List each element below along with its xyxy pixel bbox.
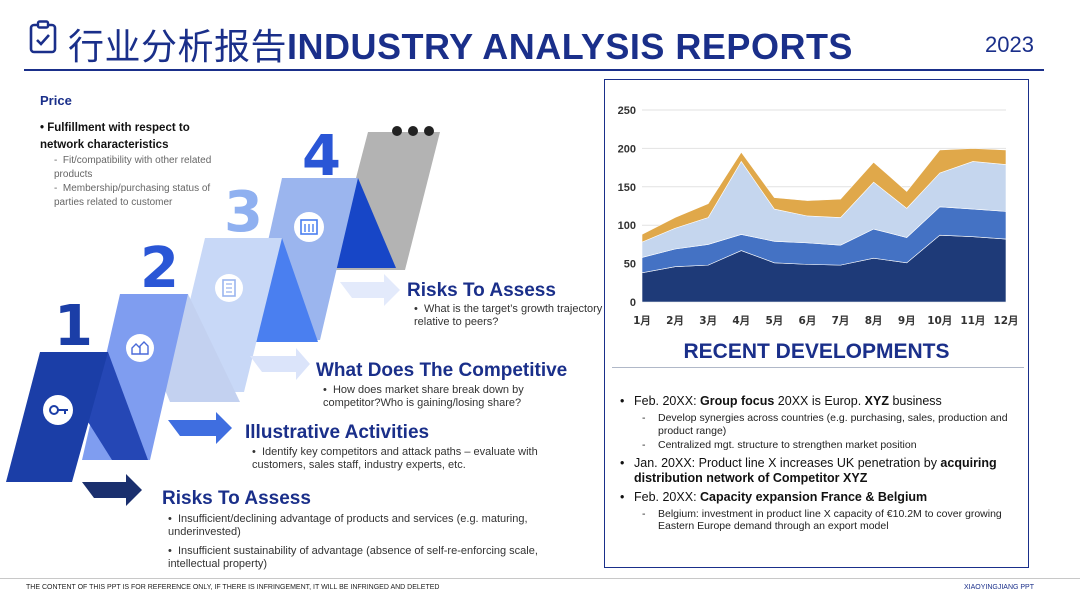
clipboard-icon (29, 20, 57, 54)
arrow-right-icon (82, 474, 142, 506)
price-sub-item: - Membership/purchasing status of partie… (54, 183, 211, 208)
x-tick-label: 9月 (898, 315, 916, 327)
section-bullet: • What is the target’s growth trajectory… (414, 303, 603, 328)
x-tick-label: 7月 (832, 315, 850, 327)
section-title: Risks To Assess (407, 280, 556, 301)
step-number: 2 (140, 236, 179, 301)
y-tick-label: 250 (618, 105, 636, 117)
price-sub-item: - Fit/compatibility with other related p… (54, 155, 212, 180)
x-tick-label: 6月 (799, 315, 817, 327)
area-series-4 (641, 148, 1007, 243)
section-bullet: • Insufficient/declining advantage of pr… (168, 513, 528, 538)
section-title: What Does The Competitive (316, 360, 568, 381)
page-title: 行业分析报告INDUSTRY ANALYSIS REPORTS (68, 26, 853, 68)
x-tick-label: 3月 (699, 315, 717, 327)
arrow-right-icon (340, 274, 400, 306)
x-tick-label: 12月 (993, 315, 1018, 327)
x-tick-label: 1月 (633, 315, 651, 327)
dot (424, 126, 434, 136)
section-bullet: • Insufficient sustainability of advanta… (168, 545, 538, 570)
stacked-area-chart: 0 50 100 150 200 250 1月 2月 3月 4月 5月 6月 7月 8月 9月 10月 11月 1… (618, 105, 1019, 327)
recent-developments-list: Feb. 20XX: Group focus 20XX is Europ. XY… (620, 394, 1020, 535)
price-heading: Price (40, 93, 72, 108)
y-tick-label: 200 (618, 143, 636, 155)
price-bullet: • Fulfillment with respect to network ch… (40, 122, 190, 151)
x-tick-label: 11月 (960, 315, 985, 327)
x-tick-label: 4月 (732, 315, 750, 327)
staircase-graphic (6, 126, 440, 506)
list-sub-item: Centralized mgt. structure to strengthen… (620, 439, 1020, 452)
section-bullet: • Identify key competitors and attack pa… (252, 446, 538, 471)
list-sub-item: Belgium: investment in product line X ca… (620, 508, 1020, 533)
year-label: 2023 (985, 32, 1034, 57)
header-divider (24, 69, 1044, 71)
list-item: Jan. 20XX: Product line X increases UK p… (620, 456, 1020, 486)
recent-divider (612, 367, 1024, 368)
y-tick-label: 50 (624, 259, 636, 271)
list-item: Feb. 20XX: Capacity expansion France & B… (620, 490, 1020, 505)
footer-divider (0, 578, 1080, 579)
x-tick-label: 2月 (666, 315, 684, 327)
dot (408, 126, 418, 136)
step-number: 3 (224, 180, 263, 245)
section-title: Risks To Assess (162, 488, 311, 509)
recent-developments-heading: RECENT DEVELOPMENTS (683, 340, 950, 363)
x-tick-label: 10月 (927, 315, 952, 327)
y-tick-label: 100 (618, 220, 636, 232)
x-tick-label: 8月 (865, 315, 883, 327)
y-tick-label: 0 (630, 297, 636, 309)
y-tick-label: 150 (618, 182, 636, 194)
arrow-right-icon (168, 412, 232, 444)
list-sub-item: Develop synergies across countries (e.g.… (620, 412, 1020, 437)
x-tick-label: 5月 (765, 315, 783, 327)
step-number: 4 (302, 124, 341, 189)
section-bullet: • How does market share break down by co… (323, 384, 524, 409)
list-item: Feb. 20XX: Group focus 20XX is Europ. XY… (620, 394, 1020, 409)
right-panel (604, 79, 1029, 568)
arrow-right-icon (250, 348, 310, 380)
section-title: Illustrative Activities (245, 422, 430, 443)
dot (392, 126, 402, 136)
footer-brand: XIAOYINGJIANG PPT (963, 584, 1034, 591)
footer-disclaimer: THE CONTENT OF THIS PPT IS FOR REFERENCE… (26, 584, 440, 591)
step-number: 1 (54, 294, 93, 359)
